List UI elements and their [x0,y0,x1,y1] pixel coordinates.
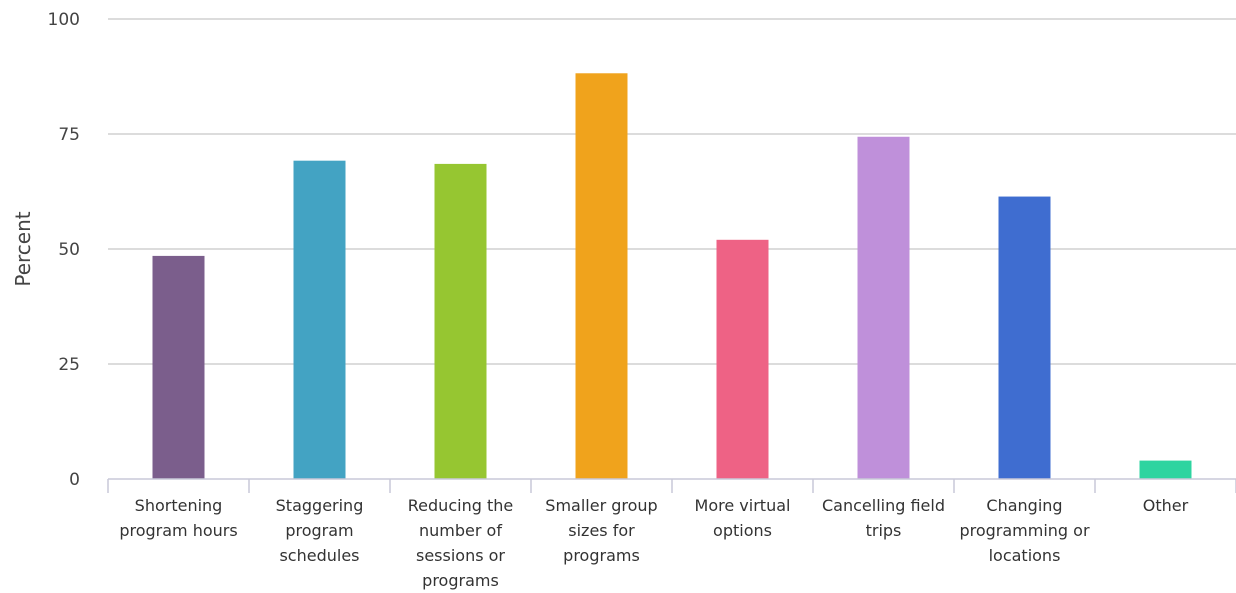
gridlines [108,18,1236,365]
bar [716,239,769,479]
x-category-label-line: program [285,521,353,540]
x-category-label-line: Other [1143,496,1189,515]
x-category-label-line: schedules [279,546,359,565]
y-tick-label: 0 [69,470,80,490]
x-category-label-line: trips [866,521,902,540]
x-category-label-line: Smaller group [545,496,657,515]
x-category-label-line: programming or [959,521,1090,540]
x-category-label: Changing programming or locations [959,496,1090,565]
x-category-label-line: locations [989,546,1061,565]
x-category-label-line: Shortening [135,496,223,515]
x-category-label-line: Changing [986,496,1062,515]
x-category-label-line: More virtual [695,496,791,515]
bar [575,73,628,479]
bars [152,73,1192,479]
bar [998,196,1051,479]
x-category-label-line: Cancelling field [822,496,945,515]
y-tick-label: 50 [58,240,80,260]
x-category-label: More virtual options [695,496,791,540]
x-category-label-line: sizes for [568,521,635,540]
x-category-label-line: sessions or [416,546,505,565]
x-category-label: Other [1143,496,1189,515]
x-category-label-line: Staggering [276,496,364,515]
x-category-label: Cancelling field trips [822,496,945,540]
x-category-label-line: programs [563,546,640,565]
x-category-label-line: programs [422,571,499,590]
bar [434,163,487,479]
bar [293,160,346,479]
x-category-label-line: options [713,521,772,540]
x-category-label-line: number of [419,521,502,540]
y-tick-label: 75 [58,125,80,145]
x-category-label: Shortening program hours [119,496,237,540]
y-tick-label: 100 [48,10,80,30]
y-axis-title: Percent [11,211,35,286]
x-axis-labels: Shortening program hours Staggering program… [119,496,1188,590]
x-axis [107,478,1236,493]
bar [152,255,205,479]
bar [857,136,910,479]
x-category-label: Smaller group sizes for programs [545,496,657,565]
x-category-label-line: Reducing the [408,496,513,515]
x-category-label: Staggering program schedules [276,496,364,565]
x-category-label-line: program hours [119,521,237,540]
y-axis-ticks: 0 25 50 75 100 [48,10,80,490]
y-tick-label: 25 [58,355,80,375]
bar [1139,460,1192,479]
x-category-label: Reducing the number of sessions or programs [408,496,513,590]
